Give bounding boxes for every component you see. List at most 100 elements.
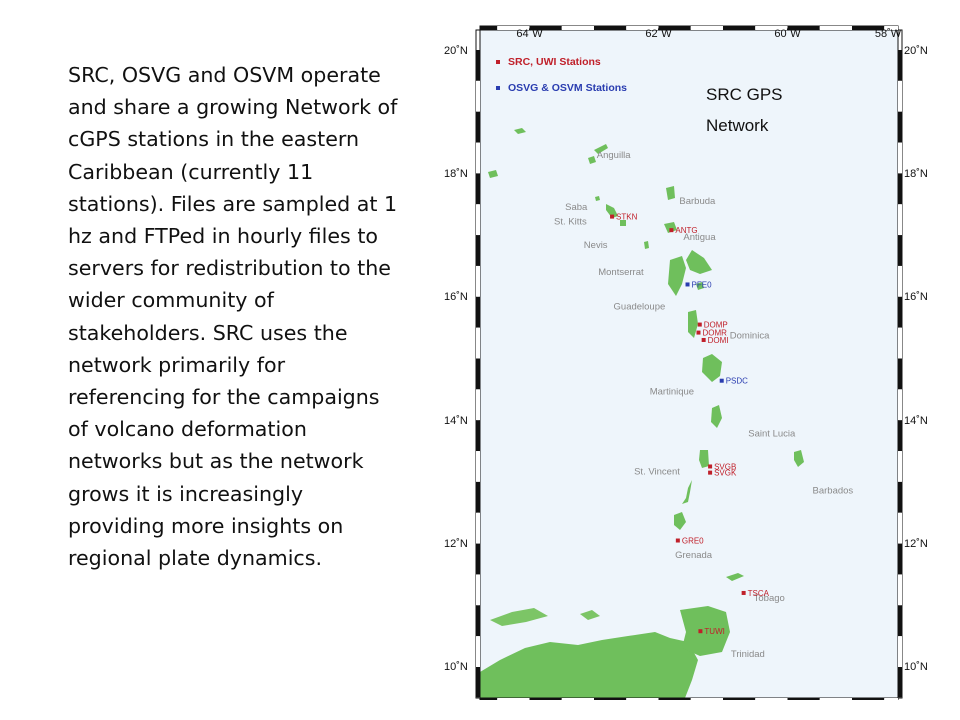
coastal-islet <box>580 610 600 620</box>
station-marker <box>675 538 680 543</box>
frame-tick-segment <box>787 26 820 30</box>
station-tsca[interactable]: TSCA <box>741 589 770 598</box>
frame-tick-segment <box>658 698 691 700</box>
frame-tick-segment <box>898 111 902 143</box>
station-code-label: ANTG <box>675 226 697 235</box>
legend-src-marker <box>496 60 500 64</box>
legend-osvg-marker <box>496 86 500 90</box>
map-legend: SRC, UWI Stations OSVG & OSVM Stations <box>496 56 627 94</box>
station-svgb[interactable]: SVGB <box>708 462 736 471</box>
station-domp[interactable]: DOMP <box>697 321 728 330</box>
station-code-label: PSDC <box>726 377 748 386</box>
station-code-label: DOMR <box>702 329 727 338</box>
station-gre0[interactable]: GRE0 <box>675 537 704 546</box>
frame-tick-segment <box>898 358 902 390</box>
frame-tick-segment <box>529 26 562 30</box>
map-title-line: Network <box>706 116 769 135</box>
frame-tick-segment <box>476 667 480 698</box>
island-label-st-kitts: St. Kitts <box>554 217 587 228</box>
st-croix-landmass <box>488 170 498 178</box>
frame-tick-segment <box>898 50 902 81</box>
virgin-islands-landmass <box>514 128 526 134</box>
lat-tick-label-right: 12˚N <box>904 538 928 550</box>
island-label-grenada: Grenada <box>675 550 713 561</box>
station-marker <box>697 322 702 327</box>
frame-tick-segment <box>898 204 902 236</box>
antigua-landmass <box>664 222 677 233</box>
frame-tick-segment <box>898 605 902 637</box>
station-marker <box>701 337 706 342</box>
barbados-landmass <box>794 450 804 467</box>
frame-tick-segment <box>476 173 480 205</box>
station-tuwi[interactable]: TUWI <box>698 627 725 636</box>
frame-tick-segment <box>476 204 480 236</box>
lon-tick-label-top: 64˚W <box>516 28 543 40</box>
frame-tick-segment <box>852 26 885 30</box>
frame-tick-segment <box>594 698 627 700</box>
frame-tick-segment <box>476 50 480 81</box>
island-label-antigua: Antigua <box>683 232 716 243</box>
island-label-trinidad: Trinidad <box>731 649 765 660</box>
frame-tick-segment <box>561 698 594 700</box>
station-code-label: GRE0 <box>682 537 704 546</box>
frame-tick-segment <box>898 296 902 328</box>
frame-tick-segment <box>723 698 756 700</box>
island-label-martinique: Martinique <box>650 387 694 398</box>
frame-ticks <box>476 26 902 700</box>
frame-tick-segment <box>898 80 902 112</box>
st-vincent-landmass <box>699 450 709 468</box>
station-stkn[interactable]: STKN <box>610 213 638 222</box>
frame-tick-segment <box>594 26 627 30</box>
martinique-landmass <box>702 354 722 382</box>
lat-tick-label-right: 10˚N <box>904 661 928 673</box>
frame-tick-segment <box>819 698 852 700</box>
frame-tick-segment <box>898 420 902 452</box>
station-marker <box>741 590 746 595</box>
station-code-label: SVGB <box>714 462 736 471</box>
frame-tick-segment <box>476 235 480 266</box>
frame-tick-segment <box>898 667 902 698</box>
island-label-tobago: Tobago <box>754 593 785 604</box>
guadeloupe-basse-terre <box>668 256 686 296</box>
frame-tick-segment <box>898 265 902 297</box>
frame-tick-segment <box>476 358 480 390</box>
frame-tick-segment <box>852 698 885 700</box>
station-code-label: STKN <box>616 213 638 222</box>
station-marker <box>610 214 615 219</box>
montserrat-landmass <box>644 241 649 249</box>
map-title-line: SRC GPS <box>706 85 783 104</box>
anguilla-landmass <box>594 144 608 154</box>
station-marker <box>669 228 674 233</box>
station-marker <box>708 464 713 469</box>
frame-tick-segment <box>723 26 756 30</box>
mainland-venezuela <box>480 632 698 698</box>
station-marker <box>719 378 724 383</box>
gps-network-map: Anguilla Saba Barbuda St. Kitts Nevis Antigua… <box>444 25 928 700</box>
frame-tick-segment <box>819 26 852 30</box>
station-domi[interactable]: DOMI <box>701 336 729 345</box>
frame-tick-segment <box>898 636 902 667</box>
frame-tick-segment <box>476 80 480 112</box>
frame-tick-segment <box>690 698 723 700</box>
lat-tick-label-right: 16˚N <box>904 291 928 303</box>
station-pfe0[interactable]: PFE0 <box>685 280 713 289</box>
station-domr[interactable]: DOMR <box>696 329 727 338</box>
barbuda-landmass <box>666 186 675 200</box>
st-martin-landmass <box>588 156 596 164</box>
station-svgk[interactable]: SVGK <box>708 469 737 478</box>
frame-tick-segment <box>497 26 530 30</box>
dominica-landmass <box>688 310 698 338</box>
island-label-barbados: Barbados <box>813 485 854 496</box>
station-marker <box>685 282 690 287</box>
grenadines-landmass <box>682 480 692 504</box>
station-marker <box>696 330 701 335</box>
island-label-saba: Saba <box>565 202 588 213</box>
frame-tick-segment <box>476 327 480 359</box>
island-label-saint-lucia: Saint Lucia <box>748 428 796 439</box>
frame-tick-segment <box>529 698 562 700</box>
station-antg[interactable]: ANTG <box>669 226 698 235</box>
landmass-layer <box>480 128 804 698</box>
station-psdc[interactable]: PSDC <box>719 377 748 386</box>
island-labels: Anguilla Saba Barbuda St. Kitts Nevis Antigua… <box>554 150 853 660</box>
frame-tick-segment <box>476 543 480 575</box>
